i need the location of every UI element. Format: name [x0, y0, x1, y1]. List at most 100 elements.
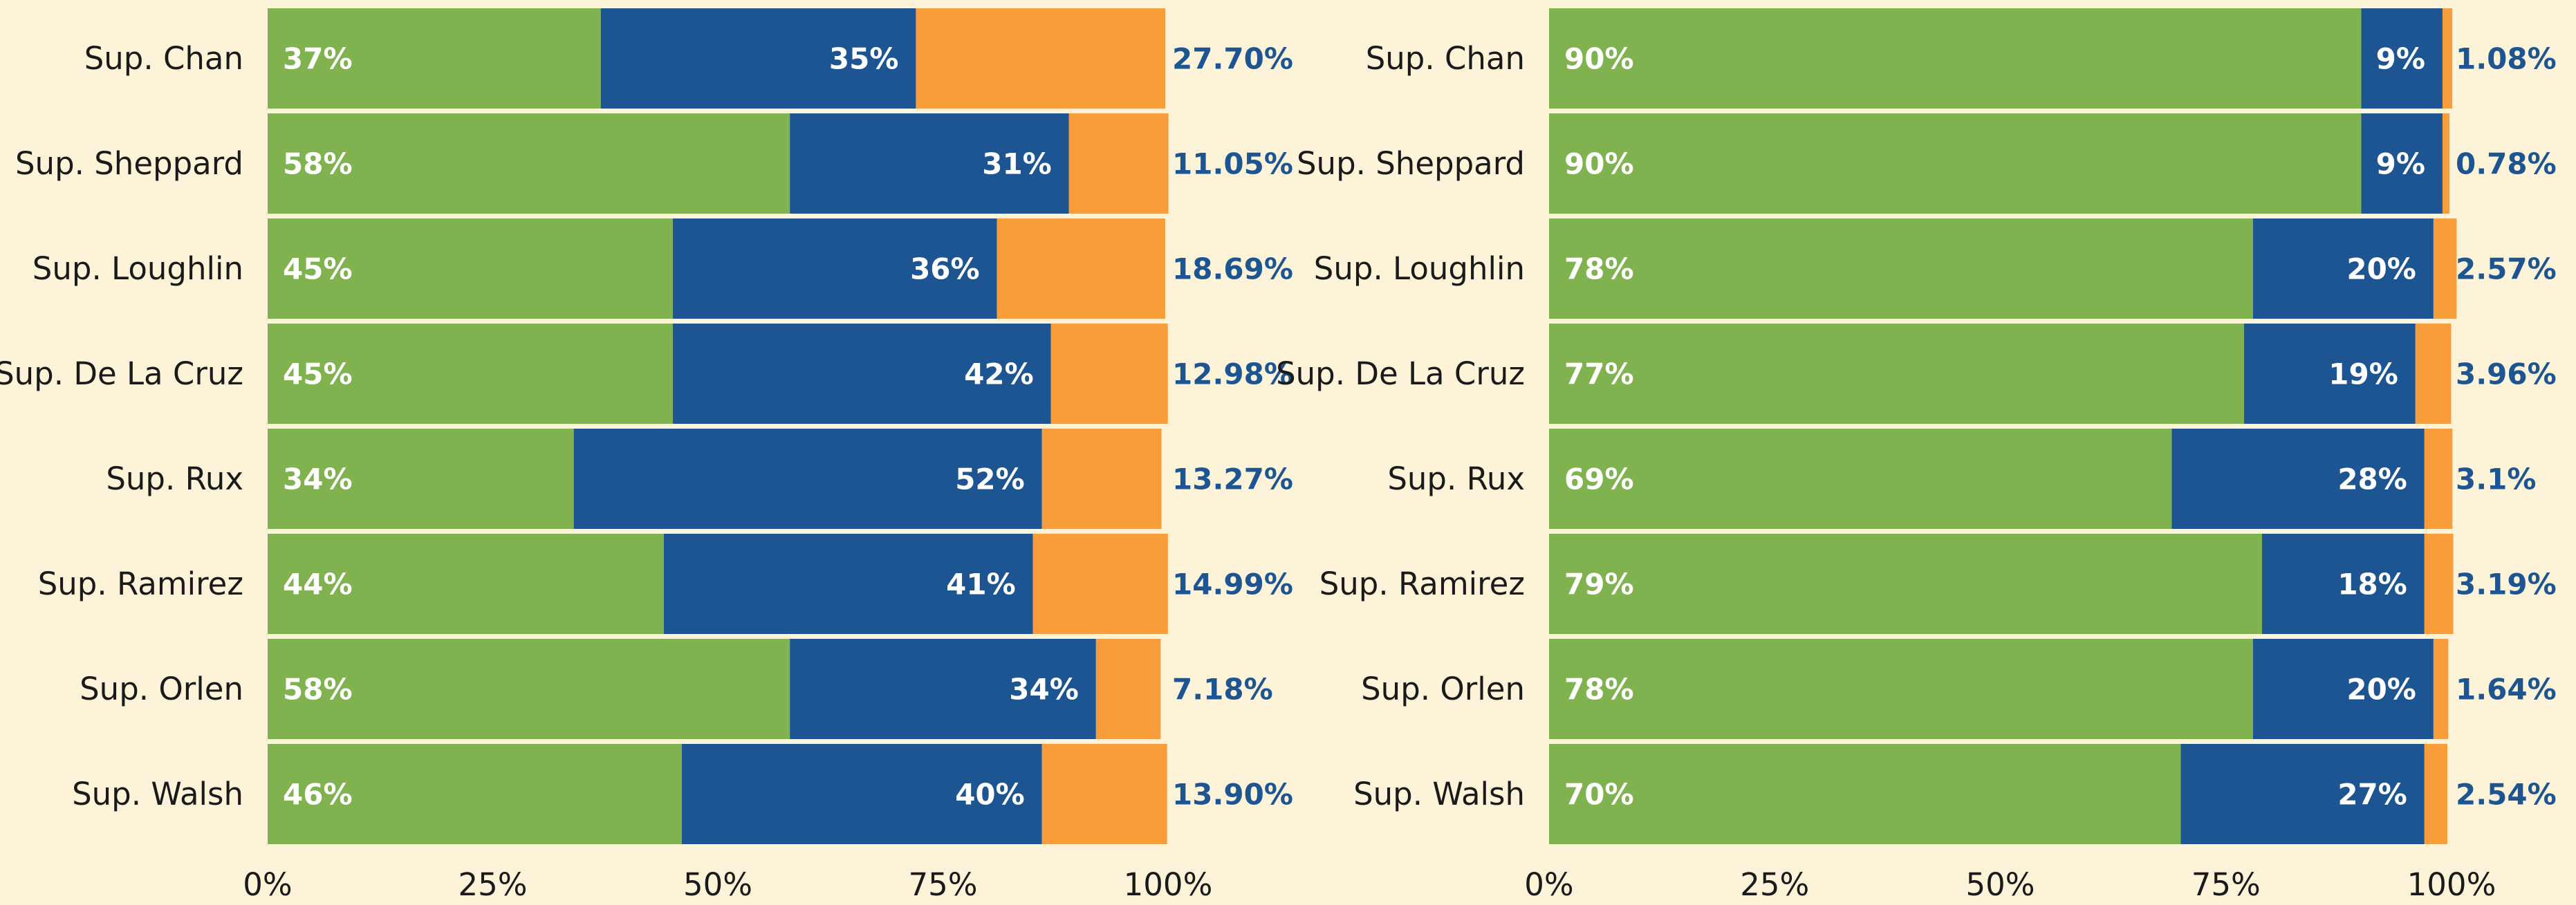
- bar-segment: [1549, 744, 2181, 844]
- bar-segment: [268, 218, 673, 319]
- bar-segment: [268, 429, 574, 529]
- value-label: 46%: [283, 778, 353, 812]
- value-label: 44%: [283, 568, 353, 601]
- bar-segment: [2424, 534, 2454, 634]
- value-label: 1.64%: [2456, 673, 2557, 707]
- value-label: 90%: [1564, 147, 1634, 181]
- value-label: 11.05%: [1172, 147, 1293, 181]
- value-label: 13.90%: [1172, 778, 1293, 812]
- category-label: Sup. Orlen: [80, 671, 243, 707]
- bar-segment: [1549, 8, 2362, 109]
- bar-segment: [268, 8, 601, 109]
- value-label: 58%: [283, 673, 353, 707]
- x-tick-label: 25%: [458, 866, 527, 903]
- value-label: 0.78%: [2456, 147, 2557, 181]
- category-label: Sup. Chan: [84, 40, 243, 77]
- bar-segment: [997, 218, 1165, 319]
- value-label: 13.27%: [1172, 463, 1293, 496]
- value-label: 37%: [283, 42, 353, 76]
- value-label: 77%: [1564, 357, 1634, 391]
- x-tick-label: 50%: [683, 866, 752, 903]
- bar-segment: [268, 534, 664, 634]
- value-label: 34%: [283, 463, 353, 496]
- bar-segment: [2433, 639, 2449, 739]
- bar-segment: [268, 324, 673, 424]
- x-tick-label: 0%: [1524, 866, 1573, 903]
- value-label: 79%: [1564, 568, 1634, 601]
- bar-segment: [681, 744, 1042, 844]
- value-label: 36%: [910, 252, 980, 286]
- value-label: 12.98%: [1172, 357, 1293, 391]
- bar-segment: [790, 639, 1096, 739]
- category-label: Sup. Walsh: [1353, 776, 1525, 812]
- category-label: Sup. Sheppard: [1297, 145, 1525, 182]
- value-label: 45%: [283, 357, 353, 391]
- category-label: Sup. Ramirez: [1319, 566, 1525, 602]
- category-label: Sup. De La Cruz: [1276, 355, 1525, 392]
- bar-segment: [2424, 429, 2453, 529]
- category-label: Sup. Rux: [106, 460, 243, 497]
- value-label: 70%: [1564, 778, 1634, 812]
- bar-segment: [1549, 534, 2262, 634]
- bar-segment: [1549, 429, 2172, 529]
- category-label: Sup. Orlen: [1361, 671, 1525, 707]
- bar-segment: [1068, 113, 1169, 214]
- bar-segment: [916, 8, 1166, 109]
- value-label: 52%: [955, 463, 1025, 496]
- bar-segment: [1095, 639, 1161, 739]
- value-label: 9%: [2376, 147, 2425, 181]
- value-label: 18.69%: [1172, 252, 1293, 286]
- value-label: 2.57%: [2456, 252, 2557, 286]
- bar-segment: [1549, 218, 2253, 319]
- bar-segment: [2171, 429, 2425, 529]
- category-label: Sup. Loughlin: [33, 250, 243, 287]
- value-label: 19%: [2328, 357, 2398, 391]
- value-label: 40%: [955, 778, 1025, 812]
- bar-segment: [2261, 534, 2425, 634]
- bar-segment: [663, 534, 1033, 634]
- bar-segment: [1050, 324, 1168, 424]
- bar-segment: [2424, 744, 2447, 844]
- category-label: Sup. Walsh: [72, 776, 243, 812]
- value-label: 3.19%: [2456, 568, 2557, 601]
- value-label: 27%: [2337, 778, 2407, 812]
- value-label: 41%: [946, 568, 1016, 601]
- bar-segment: [2252, 639, 2434, 739]
- x-tick-label: 0%: [243, 866, 292, 903]
- category-label: Sup. Chan: [1366, 40, 1525, 77]
- value-label: 78%: [1564, 252, 1634, 286]
- bar-segment: [790, 113, 1069, 214]
- bar-segment: [1041, 744, 1167, 844]
- value-label: 20%: [2346, 673, 2416, 707]
- x-tick-label: 50%: [1965, 866, 2035, 903]
- value-label: 7.18%: [1172, 673, 1273, 707]
- bar-segment: [2433, 218, 2457, 319]
- bar-segment: [2442, 8, 2453, 109]
- bar-segment: [1549, 324, 2244, 424]
- value-label: 58%: [283, 147, 353, 181]
- value-label: 31%: [982, 147, 1052, 181]
- bar-segment: [268, 113, 790, 214]
- x-tick-label: 25%: [1740, 866, 1809, 903]
- category-label: Sup. Rux: [1387, 460, 1525, 497]
- bar-segment: [1549, 113, 2362, 214]
- value-label: 90%: [1564, 42, 1634, 76]
- bar-segment: [2180, 744, 2425, 844]
- bar-segment: [600, 8, 916, 109]
- bar-segment: [268, 744, 682, 844]
- x-tick-label: 75%: [908, 866, 977, 903]
- value-label: 35%: [829, 42, 899, 76]
- category-label: Sup. Ramirez: [38, 566, 243, 602]
- value-label: 3.96%: [2456, 357, 2557, 391]
- bar-segment: [1032, 534, 1168, 634]
- bar-segment: [2243, 324, 2416, 424]
- bar-segment: [672, 324, 1051, 424]
- x-tick-label: 100%: [2407, 866, 2496, 903]
- value-label: 1.08%: [2456, 42, 2557, 76]
- value-label: 27.70%: [1172, 42, 1293, 76]
- x-tick-label: 75%: [2192, 866, 2261, 903]
- bar-segment: [2442, 113, 2450, 214]
- value-label: 42%: [964, 357, 1034, 391]
- value-label: 9%: [2376, 42, 2425, 76]
